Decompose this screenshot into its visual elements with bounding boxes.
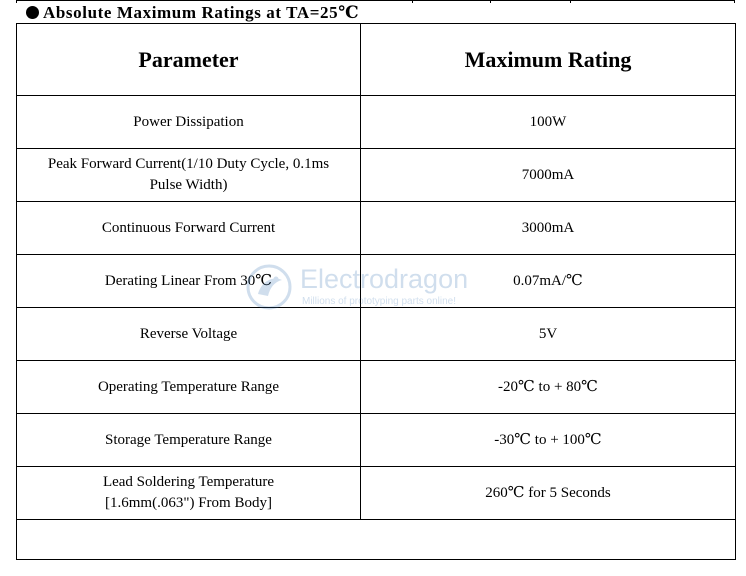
empty-cell [16, 519, 736, 560]
parameter-cell: Reverse Voltage [16, 307, 361, 361]
parameter-cell: Continuous Forward Current [16, 201, 361, 255]
table-header-row: Parameter Maximum Rating [16, 23, 736, 96]
table-row: Reverse Voltage 5V [16, 307, 736, 361]
table-row: Power Dissipation 100W [16, 95, 736, 149]
table-row: Continuous Forward Current 3000mA [16, 201, 736, 255]
rating-cell: 3000mA [360, 201, 736, 255]
parameter-cell: Peak Forward Current(1/10 Duty Cycle, 0.… [16, 148, 361, 202]
parameter-cell: Lead Soldering Temperature [1.6mm(.063")… [16, 466, 361, 520]
table-row: Peak Forward Current(1/10 Duty Cycle, 0.… [16, 148, 736, 202]
section-title-text: Absolute Maximum Ratings at TA=25℃ [43, 3, 360, 22]
section-title: Absolute Maximum Ratings at TA=25℃ [26, 3, 359, 23]
header-maximum-rating: Maximum Rating [360, 23, 736, 96]
parameter-cell: Storage Temperature Range [16, 413, 361, 467]
parameter-cell: Derating Linear From 30℃ [16, 254, 361, 308]
table-empty-row [16, 519, 736, 560]
table-row: Operating Temperature Range -20℃ to + 80… [16, 360, 736, 414]
table-row: Lead Soldering Temperature [1.6mm(.063")… [16, 466, 736, 520]
parameter-cell: Operating Temperature Range [16, 360, 361, 414]
ratings-table: Parameter Maximum Rating Power Dissipati… [16, 23, 736, 560]
parameter-cell: Power Dissipation [16, 95, 361, 149]
bullet-icon [26, 6, 39, 19]
table-row: Derating Linear From 30℃ 0.07mA/℃ [16, 254, 736, 308]
header-parameter: Parameter [16, 23, 361, 96]
top-rule [16, 0, 734, 1]
rating-cell: 7000mA [360, 148, 736, 202]
rating-cell: 5V [360, 307, 736, 361]
rating-cell: -30℃ to + 100℃ [360, 413, 736, 467]
rating-cell: 0.07mA/℃ [360, 254, 736, 308]
rating-cell: 260℃ for 5 Seconds [360, 466, 736, 520]
table-row: Storage Temperature Range -30℃ to + 100℃ [16, 413, 736, 467]
rating-cell: -20℃ to + 80℃ [360, 360, 736, 414]
rating-cell: 100W [360, 95, 736, 149]
